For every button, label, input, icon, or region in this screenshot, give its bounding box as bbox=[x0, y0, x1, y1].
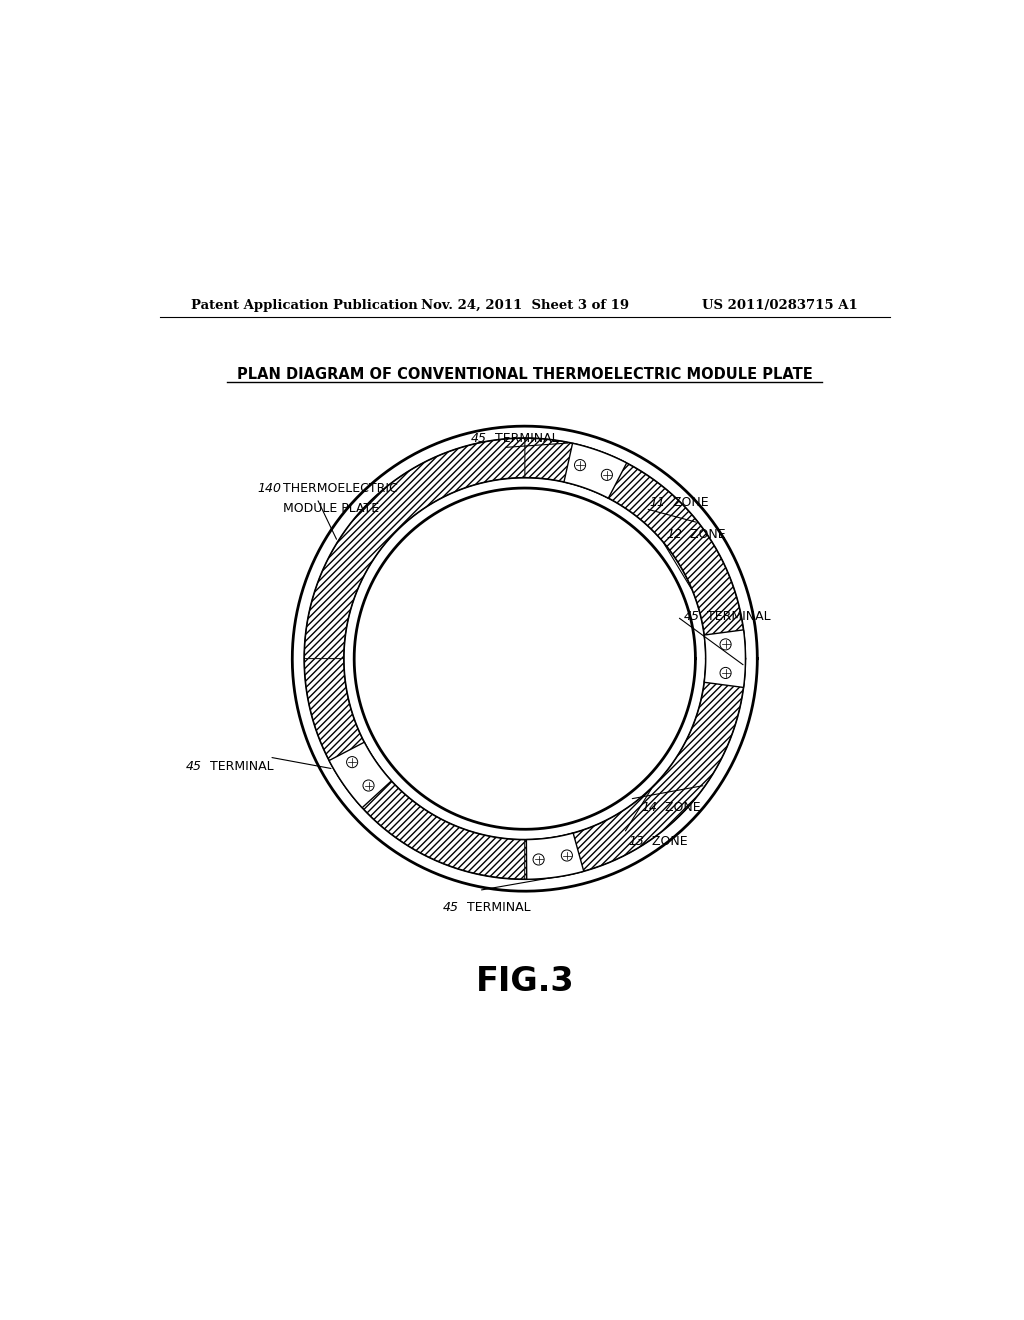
Polygon shape bbox=[705, 630, 745, 688]
Circle shape bbox=[720, 668, 731, 678]
Text: PLAN DIAGRAM OF CONVENTIONAL THERMOELECTRIC MODULE PLATE: PLAN DIAGRAM OF CONVENTIONAL THERMOELECT… bbox=[237, 367, 813, 381]
Circle shape bbox=[561, 850, 572, 861]
Circle shape bbox=[534, 854, 544, 865]
Text: MODULE PLATE: MODULE PLATE bbox=[283, 502, 379, 515]
Wedge shape bbox=[304, 659, 524, 879]
Text: THERMOELECTRIC: THERMOELECTRIC bbox=[283, 482, 397, 495]
Text: US 2011/0283715 A1: US 2011/0283715 A1 bbox=[702, 300, 858, 312]
Polygon shape bbox=[526, 833, 584, 879]
Text: ZONE: ZONE bbox=[662, 800, 700, 813]
Text: 14: 14 bbox=[641, 800, 657, 813]
Circle shape bbox=[346, 756, 357, 768]
Circle shape bbox=[362, 780, 374, 791]
Text: ZONE: ZONE bbox=[648, 834, 687, 847]
Polygon shape bbox=[329, 742, 391, 808]
Circle shape bbox=[720, 639, 731, 649]
Wedge shape bbox=[524, 659, 745, 879]
Text: 45: 45 bbox=[684, 610, 699, 623]
Text: Nov. 24, 2011  Sheet 3 of 19: Nov. 24, 2011 Sheet 3 of 19 bbox=[421, 300, 629, 312]
Text: ZONE: ZONE bbox=[670, 496, 709, 508]
Polygon shape bbox=[564, 444, 627, 498]
Text: TERMINAL: TERMINAL bbox=[463, 902, 530, 915]
Text: TERMINAL: TERMINAL bbox=[206, 760, 273, 774]
Circle shape bbox=[574, 459, 586, 471]
Text: ZONE: ZONE bbox=[686, 528, 726, 541]
Text: 45: 45 bbox=[471, 432, 486, 445]
Text: 45: 45 bbox=[443, 902, 459, 915]
Text: 45: 45 bbox=[186, 760, 202, 774]
Text: 11: 11 bbox=[649, 496, 666, 508]
Text: TERMINAL: TERMINAL bbox=[490, 432, 558, 445]
Wedge shape bbox=[524, 438, 745, 659]
Text: TERMINAL: TERMINAL bbox=[703, 610, 771, 623]
Circle shape bbox=[601, 470, 612, 480]
Text: FIG.3: FIG.3 bbox=[475, 965, 574, 998]
Wedge shape bbox=[304, 438, 524, 659]
Text: 140: 140 bbox=[257, 482, 282, 495]
Text: 13: 13 bbox=[628, 834, 644, 847]
Text: 12: 12 bbox=[666, 528, 682, 541]
Text: Patent Application Publication: Patent Application Publication bbox=[191, 300, 418, 312]
